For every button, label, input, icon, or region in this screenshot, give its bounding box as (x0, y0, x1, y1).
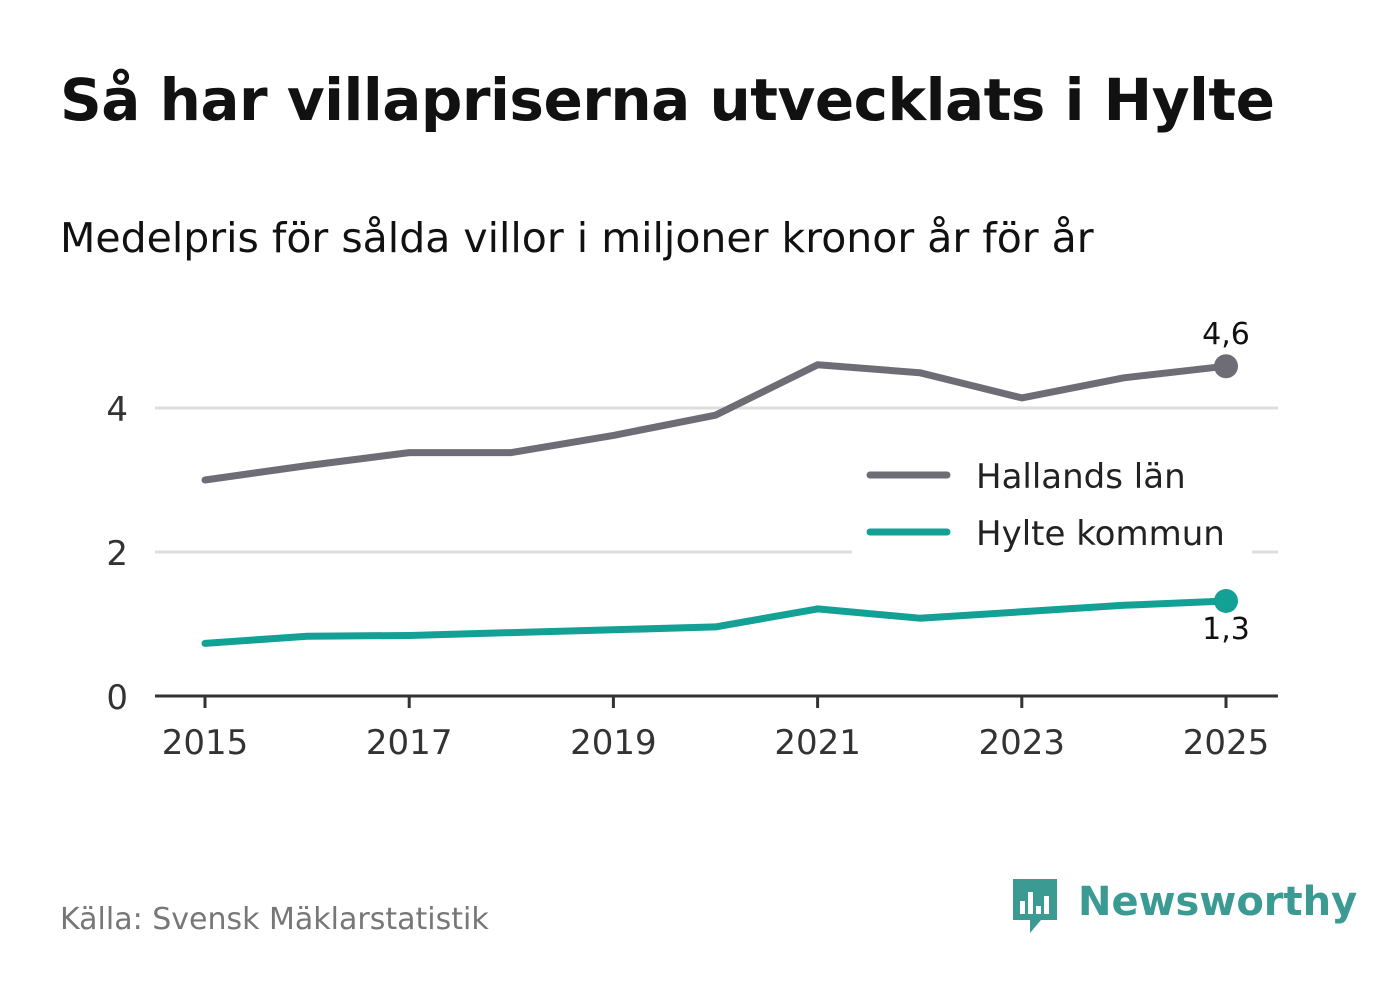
chart-title: Så har villapriserna utvecklats i Hylte (60, 66, 1275, 134)
brand-name: Newsworthy (1078, 879, 1358, 925)
source-note: Källa: Svensk Mäklarstatistik (60, 902, 489, 937)
y-tick-label: 2 (106, 534, 128, 574)
legend-label: Hallands län (976, 457, 1186, 497)
legend-background (852, 447, 1252, 557)
newsworthy-logo-icon (1013, 879, 1057, 933)
legend-label: Hylte kommun (976, 514, 1225, 554)
x-tick-label: 2015 (162, 723, 249, 763)
end-value-label: 1,3 (1202, 612, 1250, 647)
end-value-label: 4,6 (1202, 317, 1250, 352)
end-labels: 4,6 1,3 (1202, 317, 1250, 647)
chart-subtitle: Medelpris för sålda villor i miljoner kr… (60, 214, 1094, 262)
x-tick-label: 2021 (774, 723, 861, 763)
axes: 0 2 4 2015 2017 2019 2021 2023 2025 (106, 390, 1278, 763)
y-tick-label: 4 (106, 390, 128, 430)
series-endpoint (1214, 588, 1238, 613)
line-chart: 0 2 4 2015 2017 2019 2021 2023 2025 Hallands län… (106, 317, 1278, 763)
series-endpoint (1214, 354, 1238, 379)
x-tick-label: 2017 (366, 723, 453, 763)
x-tick-label: 2025 (1183, 723, 1270, 763)
series-line-hallands-lan (201, 361, 1230, 484)
series-lines (201, 354, 1238, 647)
legend: Hallands län Hylte kommun (852, 447, 1252, 557)
x-tick-label: 2023 (979, 723, 1066, 763)
y-tick-label: 0 (106, 678, 128, 718)
brand: Newsworthy (1010, 876, 1357, 940)
series-line-hylte-kommun (201, 597, 1230, 647)
x-tick-label: 2019 (570, 723, 657, 763)
